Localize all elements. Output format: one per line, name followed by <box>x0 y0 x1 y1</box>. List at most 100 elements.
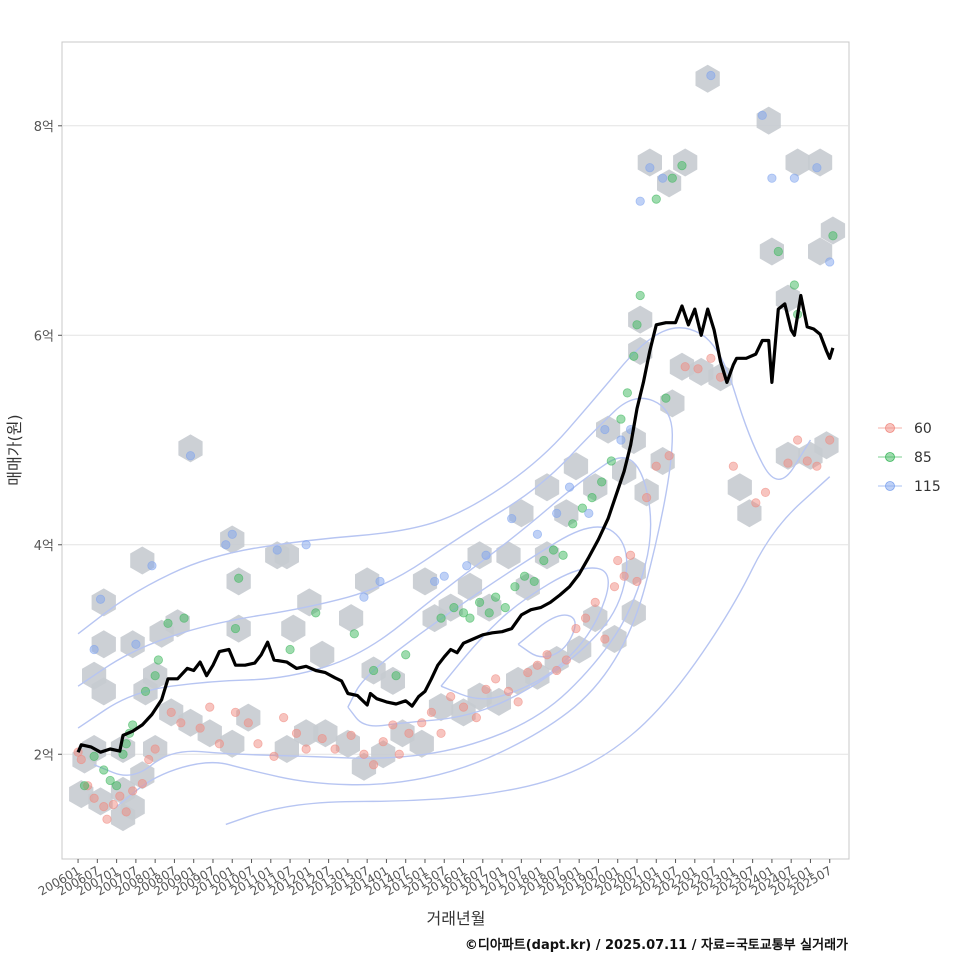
point-60 <box>812 461 822 471</box>
point-60 <box>359 749 369 759</box>
point-85 <box>89 751 99 761</box>
point-60 <box>481 684 491 694</box>
point-60 <box>783 458 793 468</box>
point-60 <box>205 702 215 712</box>
point-85 <box>401 650 411 660</box>
point-115 <box>430 576 440 587</box>
y-tick-label: 8억 <box>34 120 54 135</box>
point-60 <box>253 739 263 749</box>
point-60 <box>317 733 327 744</box>
point-85 <box>474 597 485 607</box>
point-85 <box>622 388 632 398</box>
hex-bin <box>637 148 662 177</box>
point-60 <box>619 571 629 581</box>
point-60 <box>368 760 379 770</box>
point-60 <box>532 660 543 670</box>
point-60 <box>417 718 427 728</box>
point-60 <box>243 718 253 728</box>
point-60 <box>108 799 118 810</box>
point-60 <box>144 754 154 765</box>
density-contour <box>225 476 831 826</box>
point-60 <box>279 712 289 723</box>
point-85 <box>577 503 587 513</box>
point-60 <box>590 597 600 607</box>
point-115 <box>635 196 645 206</box>
legend-key-point <box>885 423 895 433</box>
point-115 <box>616 435 626 445</box>
point-60 <box>446 692 456 702</box>
point-85 <box>677 160 687 171</box>
hex-bin <box>281 614 306 643</box>
point-115 <box>706 70 716 81</box>
point-115 <box>147 561 157 571</box>
point-60 <box>706 353 716 363</box>
hex-bin <box>451 698 476 727</box>
point-60 <box>651 461 661 471</box>
point-60 <box>176 718 186 728</box>
point-60 <box>436 728 446 738</box>
point-60 <box>230 707 241 717</box>
hex-bin <box>339 604 364 633</box>
point-85 <box>635 290 645 301</box>
point-85 <box>150 671 160 681</box>
point-60 <box>523 667 533 678</box>
point-60 <box>115 791 125 801</box>
point-60 <box>693 364 703 374</box>
y-tick-label: 6억 <box>34 329 54 344</box>
hex-bin <box>775 441 801 470</box>
point-85 <box>128 720 138 730</box>
point-60 <box>102 814 112 824</box>
point-85 <box>616 414 626 424</box>
hex-bin <box>467 541 492 570</box>
point-85 <box>529 576 539 587</box>
point-115 <box>272 545 282 555</box>
point-85 <box>539 555 549 566</box>
point-60 <box>426 707 437 717</box>
density-contour <box>77 457 652 776</box>
point-85 <box>651 194 661 204</box>
legend-label-85: 85 <box>914 450 932 466</box>
hex-bin <box>727 473 752 502</box>
legend-label-115: 115 <box>914 479 941 495</box>
point-115 <box>359 592 369 602</box>
hex-bin <box>412 567 438 596</box>
point-85 <box>449 603 459 613</box>
point-60 <box>760 487 771 497</box>
point-85 <box>667 173 677 183</box>
hex-bin <box>236 703 261 732</box>
point-85 <box>632 320 642 330</box>
point-115 <box>767 173 777 183</box>
point-60 <box>458 702 469 712</box>
point-60 <box>542 650 552 660</box>
point-115 <box>131 639 141 649</box>
point-85 <box>179 613 189 623</box>
hex-bin <box>525 661 550 690</box>
point-85 <box>140 686 151 697</box>
point-115 <box>600 424 610 435</box>
point-85 <box>391 671 401 681</box>
point-60 <box>378 737 388 747</box>
point-115 <box>185 451 196 461</box>
x-axis-title: 거래년월 <box>427 909 486 928</box>
y-tick-label: 4억 <box>34 539 54 554</box>
hex-bin <box>820 216 846 245</box>
point-85 <box>789 280 799 290</box>
point-85 <box>234 573 244 583</box>
point-115 <box>789 173 799 183</box>
point-60 <box>613 555 623 566</box>
point-60 <box>137 778 147 789</box>
point-60 <box>728 461 738 471</box>
point-60 <box>301 744 311 754</box>
point-60 <box>269 751 279 761</box>
point-60 <box>166 707 176 717</box>
point-85 <box>99 765 109 775</box>
point-85 <box>230 623 241 634</box>
point-60 <box>128 786 138 796</box>
point-85 <box>311 608 321 618</box>
point-85 <box>465 613 475 623</box>
point-60 <box>632 576 642 587</box>
point-85 <box>548 545 559 555</box>
point-115 <box>301 540 311 550</box>
hex-bin <box>220 729 245 758</box>
